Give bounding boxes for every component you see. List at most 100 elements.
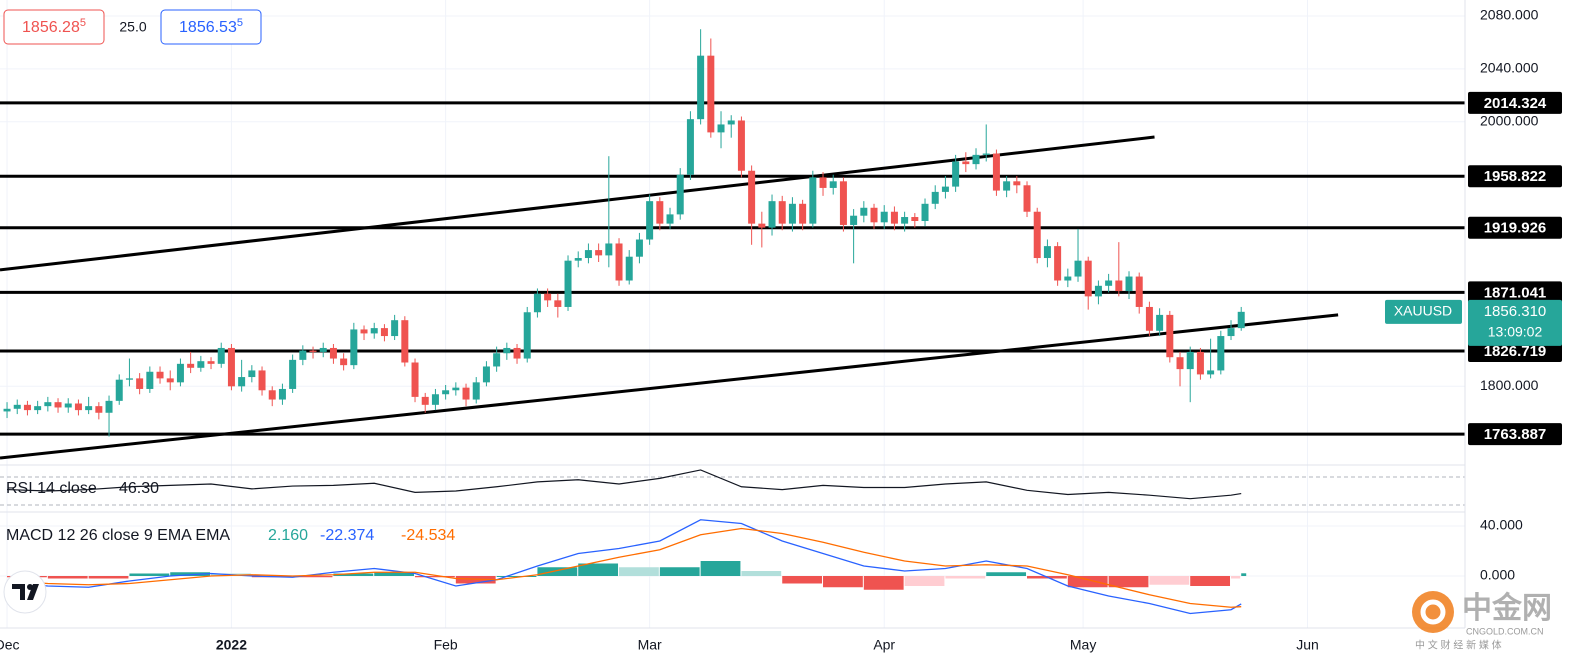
ask-box[interactable] [160, 9, 262, 45]
macd-legend-value: 2.160 [268, 527, 308, 544]
candle-body [972, 154, 980, 165]
candle-body [1064, 276, 1072, 281]
trend-line [0, 135, 1155, 272]
candle-body [85, 406, 93, 411]
y-tick-label: 2080.000 [1480, 7, 1539, 23]
countdown: 13:09:02 [1488, 324, 1543, 340]
candle-body [768, 201, 776, 228]
bid: 1856.285 [22, 17, 86, 36]
level-tag [1468, 281, 1562, 304]
candle-body [3, 408, 11, 412]
histogram-bar [1108, 576, 1149, 588]
level-label: 1871.041 [1484, 284, 1547, 301]
candle-body [656, 201, 664, 224]
candle-body [992, 153, 1000, 191]
level-tag [1468, 423, 1562, 446]
candle-body [401, 320, 409, 363]
candle-body [1156, 314, 1164, 331]
histogram-bar [945, 576, 986, 579]
candle-body [880, 211, 888, 223]
candle-body [258, 370, 266, 391]
candle-body [278, 388, 286, 400]
candle-body [289, 359, 297, 389]
candle-body [1125, 276, 1133, 292]
candle-body [819, 177, 827, 188]
candle-body [1033, 211, 1041, 259]
candle-body [431, 394, 439, 405]
level-tag [1468, 216, 1562, 239]
watermark: 中金网 CNGOLD.COM.CN 中 文 财 经 新 媒 体 [1412, 591, 1552, 652]
bid-main: 1856.28 [22, 19, 80, 36]
candle-body [166, 378, 174, 383]
candle-body [1084, 260, 1092, 297]
y-tick-label: 2000.000 [1480, 113, 1539, 129]
candle-body [615, 243, 623, 281]
histogram-bar [537, 567, 578, 576]
ask-main: 1856.53 [179, 19, 237, 36]
candle-body [187, 363, 195, 368]
candle-body [238, 377, 246, 387]
spread: 25.0 [119, 19, 146, 35]
histogram-bar [904, 576, 945, 586]
candle-body [411, 362, 419, 397]
ask: 1856.535 [179, 17, 243, 36]
bid-box[interactable] [3, 9, 105, 45]
watermark-site: CNGOLD.COM.CN [1466, 626, 1544, 636]
candle-body [1105, 280, 1113, 286]
logo-dot [27, 584, 33, 590]
candle-body [666, 214, 674, 224]
candle-body [788, 203, 796, 224]
candle-body [778, 201, 786, 224]
candle-body [1186, 351, 1194, 370]
candle-body [1237, 311, 1245, 329]
candle-body [391, 320, 399, 337]
tradingview-logo [3, 570, 47, 614]
candle-body [574, 258, 582, 261]
level-label: 1826.719 [1484, 343, 1547, 360]
histogram-bar [700, 561, 741, 576]
candle-body [839, 181, 847, 225]
candle-body [860, 207, 868, 216]
histogram-bar [1190, 576, 1231, 586]
histogram-bar [1067, 576, 1108, 588]
candle-body [1166, 314, 1174, 358]
ask-sup: 5 [237, 17, 243, 29]
candle-body [533, 293, 541, 313]
candle-body [105, 400, 113, 413]
candle-body [1176, 357, 1184, 370]
candle-body [74, 403, 82, 411]
candle-body [962, 161, 970, 165]
candle-body [115, 379, 123, 401]
candle-body [829, 181, 837, 188]
candle-body [676, 174, 684, 215]
candle-body [890, 211, 898, 224]
candle-body [982, 153, 990, 155]
level-label: 1919.926 [1484, 220, 1547, 237]
candle-body [921, 203, 929, 221]
candle-body [564, 260, 572, 307]
candle-body [1003, 181, 1011, 191]
candle-body [1217, 336, 1225, 371]
candle-body [523, 312, 531, 359]
candle-body [513, 347, 521, 359]
histogram-bar [1149, 576, 1190, 585]
candle-body [299, 350, 307, 360]
macd-line [6, 519, 1242, 615]
histogram-bar [170, 572, 211, 576]
candle-body [635, 239, 643, 257]
histogram-bar [333, 573, 374, 576]
plot [0, 29, 1465, 615]
candle-body [95, 406, 103, 413]
histogram-bar [47, 576, 88, 579]
candle-body [727, 120, 735, 125]
candle-body [850, 215, 858, 225]
histogram-bar [782, 576, 823, 584]
histogram-bar [863, 576, 904, 590]
x-tick-label: May [1070, 637, 1096, 653]
y-tick-label: 0.000 [1480, 567, 1515, 583]
histogram-bar [292, 576, 333, 578]
candle-body [64, 403, 72, 408]
candle-body [931, 191, 939, 204]
candle-body [472, 382, 480, 400]
candle-body [350, 329, 358, 366]
